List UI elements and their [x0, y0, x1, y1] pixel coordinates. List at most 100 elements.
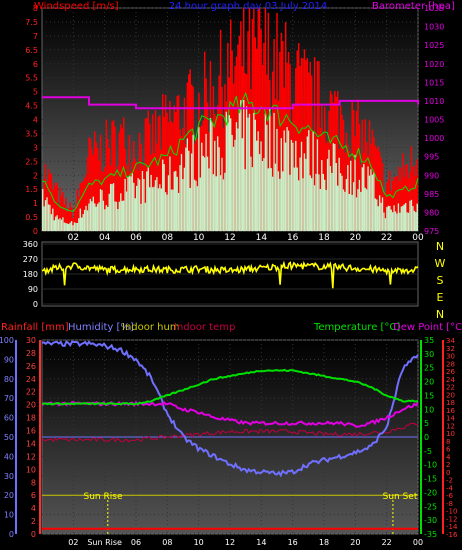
compass-letter-s: S — [437, 274, 444, 287]
indoor-temp-legend: Indoor temp — [174, 322, 235, 333]
barometer-line — [42, 96, 419, 110]
dewpoint-tick: -14 — [446, 523, 458, 531]
temperature-tick: -35 — [424, 530, 437, 539]
direction-tick: 270 — [23, 255, 38, 264]
humidity-tick: 30 — [4, 472, 14, 481]
wind-x-tick: 16 — [287, 233, 299, 243]
indoor-hum-legend: Indoor hum — [122, 322, 180, 333]
temperature-tick: 30 — [424, 350, 434, 359]
barometer-tick: 1030 — [424, 23, 444, 32]
temperature-tick: -25 — [424, 502, 437, 511]
sunrise-label: Sun Rise — [84, 492, 123, 502]
rainfall-tick: 16 — [26, 427, 36, 436]
barometer-tick: 1020 — [424, 60, 444, 69]
dewpoint-tick: 10 — [446, 430, 455, 438]
rainfall-tick: 14 — [26, 439, 36, 448]
windspeed-tick: 7 — [33, 32, 38, 41]
wind-x-tick: 06 — [130, 233, 142, 243]
compass-letter-n-bottom: N — [436, 308, 444, 321]
temp-x-tick: 08 — [162, 538, 172, 547]
windspeed-axis-title: Windspeed [m/s] — [34, 1, 119, 12]
rainfall-tick: 22 — [26, 388, 36, 397]
dewpoint-tick: -10 — [446, 508, 457, 516]
temperature-tick: -10 — [424, 461, 437, 470]
humidity-tick: 40 — [4, 452, 14, 461]
dewpoint-tick: 16 — [446, 407, 455, 415]
direction-tick: 360 — [23, 240, 38, 249]
dewpoint-tick: 8 — [446, 438, 450, 446]
indoor-temperature-line — [41, 422, 419, 443]
temp-x-tick: 02 — [68, 538, 78, 547]
humidity-tick: 0 — [9, 530, 14, 539]
rainfall-tick: 4 — [31, 504, 36, 513]
dewpoint-axis-title: Dew Point [°C] — [393, 322, 462, 333]
wind-x-tick: 08 — [162, 233, 174, 243]
temp-x-tick: Sun Rise — [87, 538, 122, 547]
humidity-tick: 10 — [4, 511, 14, 520]
temperature-tick: 35 — [424, 336, 434, 345]
windspeed-tick: 7.5 — [25, 18, 38, 27]
wind-x-tick: 04 — [99, 233, 111, 243]
barometer-tick: 1010 — [424, 97, 444, 106]
temp-x-tick: 06 — [131, 538, 141, 547]
dewpoint-tick: 20 — [446, 391, 455, 399]
temperature-tick: 20 — [424, 378, 434, 387]
humidity-tick: 60 — [4, 414, 14, 423]
windspeed-tick: 2 — [33, 171, 38, 180]
barometer-tick: 995 — [424, 153, 439, 162]
rainfall-tick: 20 — [26, 401, 36, 410]
dewpoint-tick: 6 — [446, 446, 451, 454]
temperature-tick: 25 — [424, 364, 434, 373]
windspeed-tick: 6.5 — [25, 46, 38, 55]
wind-x-tick: 14 — [256, 233, 268, 243]
dewpoint-tick: 4 — [446, 453, 451, 461]
temperature-tick: -20 — [424, 488, 437, 497]
windspeed-tick: 2.5 — [25, 157, 38, 166]
temperature-tick: -15 — [424, 475, 437, 484]
wind-x-tick: 10 — [193, 233, 205, 243]
windspeed-tick: 1 — [33, 199, 38, 208]
rainfall-tick: 8 — [31, 478, 36, 487]
direction-tick: 0 — [33, 300, 38, 309]
rainfall-tick: 0 — [31, 530, 36, 539]
dewpoint-tick: -12 — [446, 515, 457, 523]
humidity-tick: 50 — [4, 433, 14, 442]
temperature-tick: 5 — [424, 419, 429, 428]
rainfall-tick: 30 — [26, 336, 36, 345]
wind-x-tick: 00 — [412, 233, 424, 243]
temperature-line — [41, 368, 419, 406]
dewpoint-tick: -6 — [446, 492, 454, 500]
rainfall-tick: 6 — [31, 491, 36, 500]
dewpoint-tick: -2 — [446, 477, 453, 485]
windspeed-tick: 0 — [33, 227, 38, 236]
barometer-tick: 985 — [424, 190, 439, 199]
compass-letter-w: W — [435, 257, 446, 270]
rainfall-tick: 2 — [31, 517, 36, 526]
temperature-tick: -5 — [424, 447, 432, 456]
direction-tick: 90 — [28, 285, 38, 294]
temp-x-tick: 14 — [256, 538, 266, 547]
windspeed-tick: 5.5 — [25, 74, 38, 83]
dewpoint-tick: 12 — [446, 422, 455, 430]
wind-x-tick: 20 — [350, 233, 362, 243]
windspeed-tick: 4 — [33, 116, 38, 125]
windspeed-tick: 0.5 — [25, 213, 38, 222]
barometer-tick: 990 — [424, 171, 439, 180]
temp-x-tick: 12 — [225, 538, 235, 547]
rainfall-tick: 10 — [26, 465, 36, 474]
chart-title: 24 hour graph day 03 July 2014 — [169, 1, 328, 12]
barometer-tick: 1015 — [424, 78, 444, 87]
windspeed-tick: 4.5 — [25, 102, 38, 111]
compass-letter-e: E — [437, 291, 444, 304]
humidity-tick: 70 — [4, 394, 14, 403]
windspeed-tick: 8 — [33, 4, 38, 13]
windspeed-tick: 1.5 — [25, 185, 38, 194]
wind-x-tick: 02 — [68, 233, 79, 243]
dewpoint-tick: 2 — [446, 461, 450, 469]
temperature-axis-title: Temperature [°C] — [313, 322, 400, 333]
temp-x-tick: 00 — [413, 538, 423, 547]
rainfall-tick: 26 — [26, 362, 36, 371]
dewpoint-tick: 28 — [446, 360, 455, 368]
dewpoint-tick: -16 — [446, 531, 458, 539]
